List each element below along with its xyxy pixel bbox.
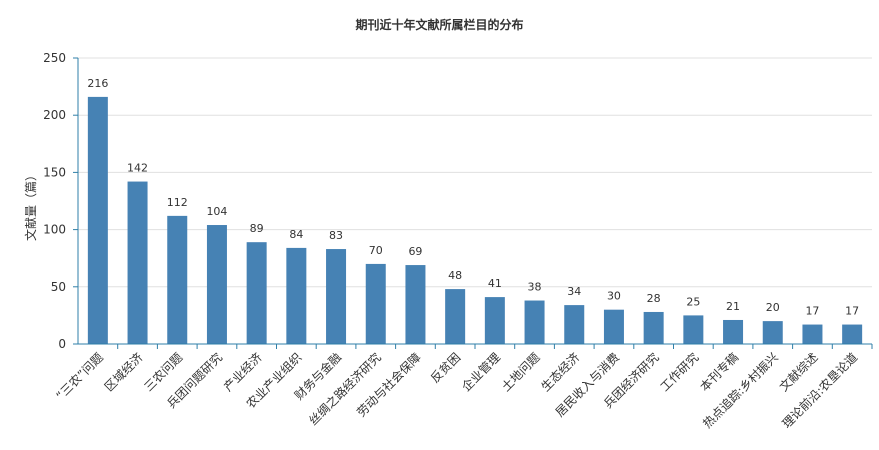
data-label: 17 (805, 305, 819, 318)
data-label: 89 (250, 222, 264, 235)
x-tick-label: 热点追踪:乡村振兴 (700, 350, 781, 431)
x-tick-label: 土地问题 (499, 350, 543, 394)
x-tick-label: “三农”问题 (53, 350, 106, 403)
bar[interactable] (564, 305, 585, 344)
data-label: 216 (87, 77, 108, 90)
x-tick-label: 区域经济 (101, 350, 146, 395)
chart-title: 期刊近十年文献所属栏目的分布 (355, 18, 524, 32)
y-tick-label: 150 (43, 165, 66, 179)
bar[interactable] (127, 181, 148, 344)
data-label: 112 (167, 196, 188, 209)
data-label: 30 (607, 290, 621, 303)
y-tick-label: 250 (43, 51, 66, 65)
bar[interactable] (206, 225, 227, 344)
bar[interactable] (842, 324, 863, 344)
bar[interactable] (802, 324, 823, 344)
x-tick-label: 反贫困 (427, 350, 463, 386)
x-tick-label: 企业管理 (458, 350, 503, 395)
bar[interactable] (286, 247, 307, 344)
data-label: 69 (408, 245, 422, 258)
y-tick-label: 200 (43, 108, 66, 122)
data-label: 34 (567, 285, 581, 298)
x-tick-label: 理论前沿:农垦论道 (779, 350, 860, 431)
data-label: 70 (369, 244, 383, 257)
y-tick-label: 100 (43, 223, 66, 237)
y-tick-label: 50 (51, 280, 66, 294)
bar[interactable] (484, 297, 505, 344)
y-axis-title: 文献量（篇） (23, 169, 38, 241)
bar[interactable] (723, 319, 744, 344)
x-tick-label: 工作研究 (657, 350, 702, 395)
bar[interactable] (365, 263, 386, 344)
data-label: 25 (686, 295, 700, 308)
bar[interactable] (87, 96, 108, 345)
data-label: 17 (845, 305, 859, 318)
bar[interactable] (524, 300, 545, 344)
bar[interactable] (326, 249, 347, 344)
y-tick-label: 0 (58, 337, 66, 351)
data-label: 20 (766, 301, 780, 314)
bar[interactable] (167, 215, 188, 344)
bar[interactable] (445, 289, 466, 344)
data-label: 28 (647, 292, 661, 305)
bar[interactable] (603, 309, 624, 344)
data-label: 104 (206, 205, 227, 218)
data-label: 142 (127, 162, 148, 175)
data-label: 84 (289, 228, 303, 241)
data-label: 21 (726, 300, 740, 313)
bar[interactable] (683, 315, 704, 344)
bar[interactable] (762, 321, 783, 344)
bar[interactable] (246, 242, 267, 344)
bar[interactable] (643, 311, 664, 344)
data-label: 41 (488, 277, 502, 290)
bar[interactable] (405, 265, 426, 344)
data-label: 48 (448, 269, 462, 282)
data-label: 38 (528, 281, 542, 294)
x-tick-label: 丝绸之路经济研究 (305, 350, 383, 428)
data-label: 83 (329, 229, 343, 242)
